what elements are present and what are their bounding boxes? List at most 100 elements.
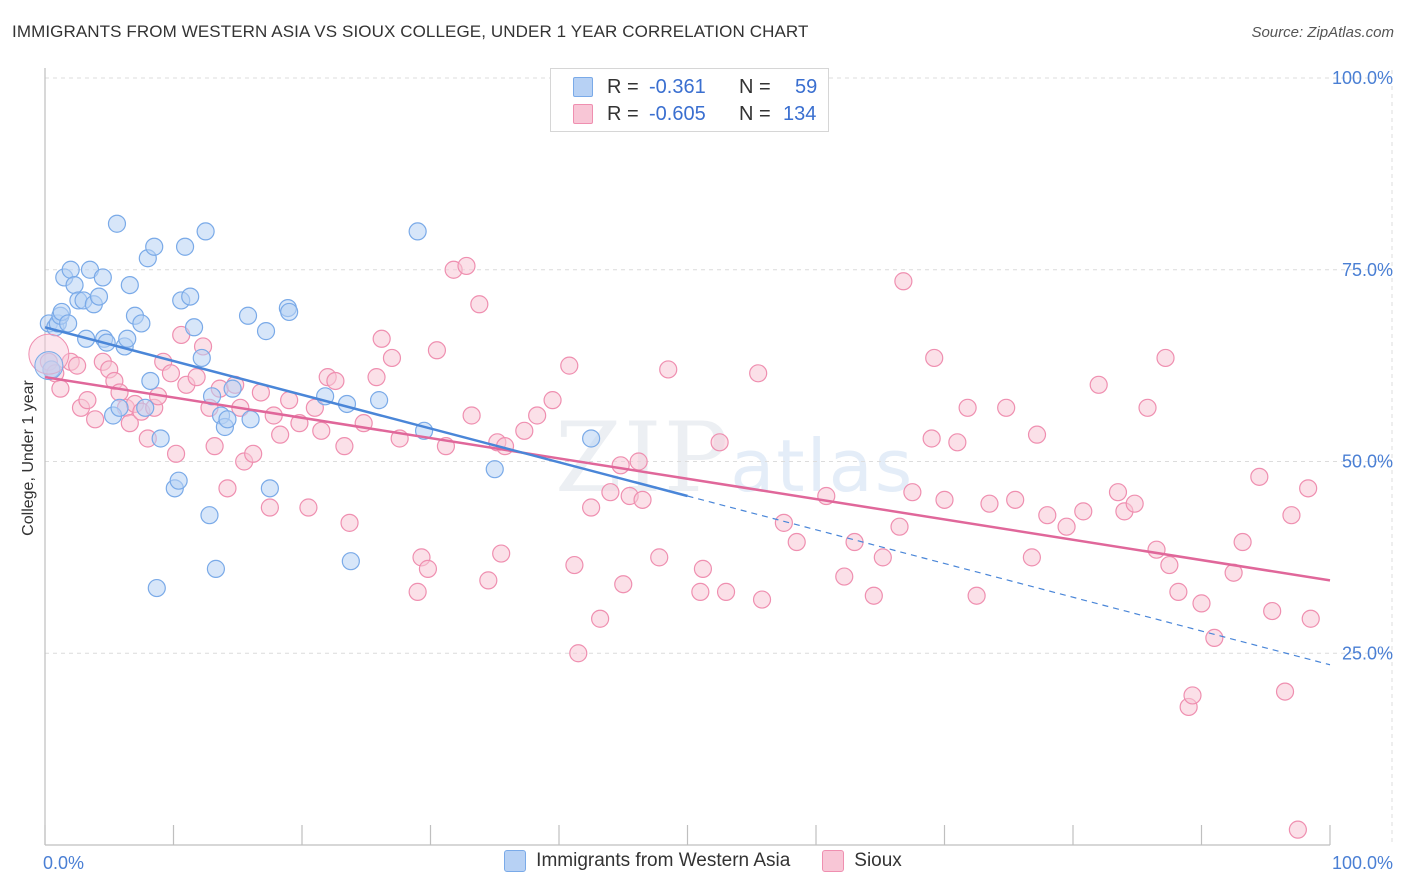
point-sioux	[925, 348, 944, 368]
point-western-asia	[280, 302, 299, 322]
legend-swatch-western-asia	[504, 850, 527, 872]
legend-label-sioux: Sioux	[854, 850, 902, 871]
legend-r-label: R =	[607, 75, 639, 98]
point-western-asia	[136, 398, 155, 417]
point-sioux	[1022, 548, 1041, 567]
point-sioux	[1192, 594, 1211, 613]
point-sioux	[948, 433, 967, 452]
legend-r-value: -0.605	[649, 102, 706, 125]
legend-swatch-sioux	[822, 850, 845, 872]
y-tick-label: 25.0%	[1342, 643, 1393, 663]
point-sioux	[967, 586, 986, 605]
point-sioux	[935, 490, 954, 509]
point-sioux	[335, 437, 354, 456]
point-sioux	[1108, 483, 1128, 502]
x-tick-label: 0.0%	[43, 853, 84, 873]
legend-item-sioux[interactable]: Sioux	[822, 850, 902, 872]
point-sioux	[1282, 506, 1301, 525]
point-sioux	[569, 644, 588, 663]
point-western-asia	[200, 506, 219, 525]
legend-item-western-asia[interactable]: Immigrants from Western Asia	[504, 850, 790, 872]
point-western-asia	[169, 471, 188, 490]
point-western-asia	[256, 322, 276, 341]
point-sioux	[894, 272, 913, 291]
point-western-asia	[59, 314, 78, 333]
point-sioux	[367, 368, 386, 387]
point-western-asia	[107, 214, 127, 233]
point-sioux	[78, 391, 97, 410]
point-sioux	[457, 256, 476, 276]
point-sioux	[1006, 490, 1025, 509]
point-western-asia	[145, 237, 164, 256]
legend-swatch-sioux	[573, 104, 593, 124]
x-tick-label: 100.0%	[1332, 853, 1393, 873]
point-western-asia	[181, 287, 200, 306]
point-sioux	[51, 379, 70, 398]
point-western-asia	[408, 222, 427, 241]
point-sioux	[462, 406, 481, 425]
legend-row-sioux: R = -0.605 N = 134	[573, 101, 816, 127]
point-western-asia	[132, 314, 151, 333]
point-sioux	[749, 364, 768, 383]
legend-row-western-asia: R = -0.361 N = 59	[573, 74, 817, 100]
point-western-asia	[582, 429, 601, 448]
axes	[44, 68, 1331, 846]
point-sioux	[1301, 609, 1320, 628]
point-sioux	[582, 498, 601, 517]
point-western-asia	[206, 559, 226, 578]
point-western-asia	[260, 479, 279, 498]
point-sioux	[299, 498, 318, 517]
point-sioux	[1263, 601, 1282, 621]
point-western-asia	[485, 460, 504, 479]
point-sioux	[86, 410, 105, 429]
point-sioux	[1288, 820, 1307, 839]
point-western-asia	[184, 318, 204, 337]
point-sioux	[110, 383, 129, 402]
point-sioux	[418, 559, 438, 578]
point-sioux	[372, 329, 391, 348]
point-sioux	[1138, 398, 1157, 417]
point-sioux	[1147, 540, 1166, 559]
point-sioux	[629, 452, 648, 471]
point-sioux	[326, 371, 345, 391]
point-sioux	[693, 559, 713, 578]
point-western-asia	[93, 268, 112, 287]
point-sioux	[515, 421, 534, 440]
legend-n-value: 59	[795, 75, 818, 98]
point-sioux	[244, 444, 263, 463]
point-sioux	[611, 456, 630, 475]
data-points	[28, 214, 1320, 839]
correlation-legend: R = -0.361 N = 59 R = -0.605 N = 134	[550, 68, 829, 132]
point-western-asia	[192, 348, 211, 368]
point-western-asia	[141, 371, 160, 391]
chart-title: IMMIGRANTS FROM WESTERN ASIA VS SIOUX CO…	[12, 22, 809, 41]
y-axis-title: College, Under 1 year	[20, 380, 37, 536]
point-sioux	[427, 341, 447, 360]
point-sioux	[633, 490, 652, 509]
point-western-asia	[147, 578, 166, 598]
point-sioux	[218, 479, 237, 498]
point-sioux	[1074, 502, 1093, 521]
point-sioux	[205, 437, 224, 456]
point-sioux	[980, 494, 999, 513]
point-western-asia-cluster	[34, 351, 64, 381]
point-sioux	[479, 571, 498, 590]
point-sioux	[922, 429, 941, 448]
point-sioux	[161, 364, 181, 383]
point-sioux	[614, 575, 633, 594]
point-sioux	[470, 295, 489, 314]
point-sioux	[543, 391, 562, 410]
point-sioux	[1233, 532, 1252, 552]
legend-r-value: -0.361	[649, 75, 706, 98]
point-western-asia	[120, 275, 139, 295]
legend-label-western-asia: Immigrants from Western Asia	[536, 850, 791, 871]
point-western-asia	[223, 379, 242, 398]
point-sioux	[1156, 348, 1175, 368]
point-sioux	[528, 406, 547, 425]
y-tick-label: 75.0%	[1342, 260, 1393, 280]
point-sioux	[873, 548, 892, 567]
point-sioux	[1250, 467, 1269, 486]
point-western-asia	[241, 410, 260, 429]
point-sioux	[1183, 686, 1202, 705]
